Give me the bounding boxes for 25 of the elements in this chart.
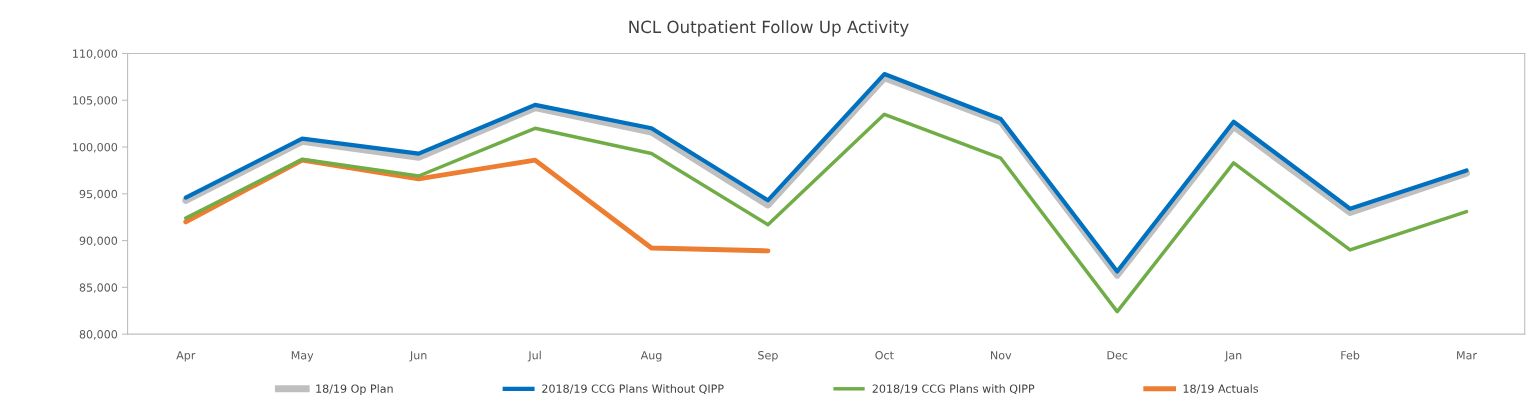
x-tick-label: Nov bbox=[991, 351, 1012, 360]
legend-label: 18/19 Actuals bbox=[1183, 384, 1259, 394]
y-tick-label: 110,000 bbox=[73, 49, 118, 59]
y-tick-label: 85,000 bbox=[79, 283, 118, 293]
y-tick-label: 100,000 bbox=[73, 142, 118, 153]
y-tick-label: 95,000 bbox=[79, 189, 118, 200]
x-tick-label: Apr bbox=[176, 351, 196, 362]
x-tick-label: Feb bbox=[1341, 350, 1360, 360]
legend-label: 18/19 Op Plan bbox=[316, 384, 393, 395]
x-tick-label: Jul bbox=[527, 350, 541, 362]
x-tick-label: Jun bbox=[409, 351, 427, 362]
x-tick-label: Jan bbox=[1224, 351, 1242, 362]
x-tick-label: May bbox=[291, 351, 314, 362]
x-tick-label: Mar bbox=[1457, 351, 1477, 360]
y-tick-label: 80,000 bbox=[79, 330, 118, 340]
legend-label: 2018/19 CCG Plans Without QIPP bbox=[542, 384, 724, 395]
y-tick-label: 105,000 bbox=[73, 96, 118, 106]
x-tick-label: Oct bbox=[875, 350, 894, 360]
y-tick-label: 90,000 bbox=[79, 236, 118, 247]
chart-title: NCL Outpatient Follow Up Activity bbox=[629, 20, 909, 37]
line-series bbox=[184, 112, 1469, 314]
x-tick-label: Aug bbox=[640, 351, 662, 362]
legend-label: 2018/19 CCG Plans with QIPP bbox=[872, 384, 1035, 395]
x-tick-label: Sep bbox=[758, 350, 778, 362]
x-tick-label: Dec bbox=[1107, 351, 1128, 360]
